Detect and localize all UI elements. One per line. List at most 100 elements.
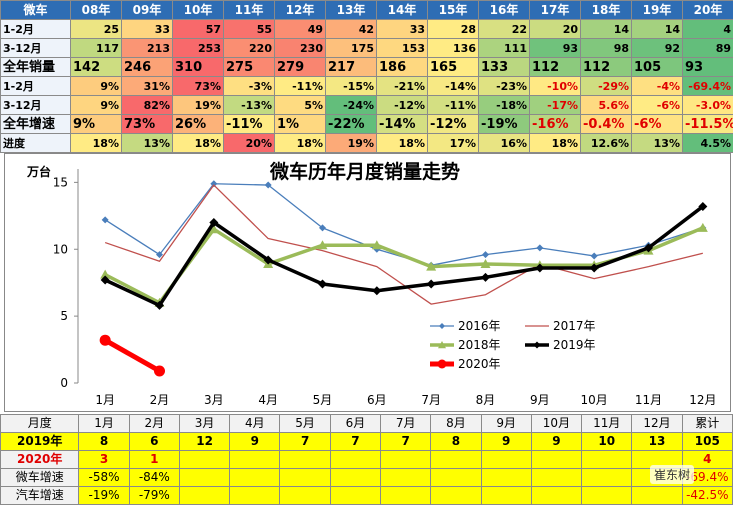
data-cell: 18% bbox=[172, 133, 224, 153]
data-cell: -22% bbox=[325, 114, 377, 134]
data-cell: 253 bbox=[172, 38, 224, 58]
point bbox=[209, 218, 219, 227]
data-cell: 82% bbox=[121, 95, 173, 115]
data-cell: 93 bbox=[682, 57, 733, 77]
data-cell bbox=[581, 468, 633, 487]
data-cell: 186 bbox=[376, 57, 428, 77]
header-cell: 9月 bbox=[480, 414, 532, 433]
x-tick-label: 12月 bbox=[689, 393, 716, 407]
data-cell: -29% bbox=[580, 76, 632, 96]
data-cell: -12% bbox=[376, 95, 428, 115]
data-cell: 6 bbox=[128, 432, 180, 451]
data-cell: 14 bbox=[631, 19, 683, 39]
data-cell: 31% bbox=[121, 76, 173, 96]
data-cell bbox=[178, 468, 231, 487]
data-cell: 310 bbox=[172, 57, 224, 77]
data-cell bbox=[430, 486, 482, 505]
point bbox=[264, 181, 272, 189]
header-cell: 13年 bbox=[325, 0, 377, 20]
data-cell bbox=[530, 450, 583, 469]
data-cell bbox=[581, 450, 633, 469]
point bbox=[319, 224, 326, 232]
data-cell: 4 bbox=[681, 450, 733, 469]
data-cell: 279 bbox=[274, 57, 326, 77]
data-cell: 93 bbox=[529, 38, 581, 58]
data-cell: 18% bbox=[529, 133, 581, 153]
point bbox=[698, 201, 708, 211]
data-cell: -6% bbox=[631, 114, 683, 134]
data-cell: 18% bbox=[274, 133, 326, 153]
point bbox=[438, 341, 446, 349]
data-cell: 9% bbox=[70, 76, 122, 96]
table-row: 全年销量 142 246 310 275 279 217 186 165 133 112 112 105… bbox=[0, 57, 733, 77]
header-cell: 8月 bbox=[430, 414, 482, 433]
row-label: 全年销量 bbox=[0, 57, 71, 77]
series-line bbox=[104, 205, 704, 308]
table-row: 2019年 8 6 12 9 7 7 7 8 9 9 10 13 105 bbox=[0, 432, 733, 451]
table-row: 3-12月 117 213 253 220 230 175 153 136 111 93 98 92 89 bbox=[0, 38, 733, 58]
point bbox=[154, 365, 165, 377]
data-cell bbox=[229, 468, 281, 487]
data-cell: 4.5% bbox=[682, 133, 733, 153]
point bbox=[697, 222, 708, 232]
data-cell: -19% bbox=[78, 486, 130, 505]
series-line bbox=[103, 338, 161, 374]
x-tick-label: 1月 bbox=[95, 393, 115, 407]
row-label: 2019年 bbox=[0, 432, 80, 451]
row-label: 3-12月 bbox=[0, 95, 71, 115]
data-cell: 105 bbox=[631, 57, 683, 77]
data-cell: 17% bbox=[427, 133, 479, 153]
header-cell: 11月 bbox=[581, 414, 633, 433]
data-cell: -15% bbox=[325, 76, 377, 96]
legend-label: 2017年 bbox=[553, 319, 596, 333]
header-cell: 20年 bbox=[682, 0, 733, 20]
data-cell: 142 bbox=[70, 57, 122, 77]
header-cell: 18年 bbox=[580, 0, 632, 20]
y-tick-label: 0 bbox=[60, 376, 68, 390]
point bbox=[101, 216, 109, 224]
point bbox=[156, 251, 163, 259]
point bbox=[482, 251, 489, 259]
data-cell: 1 bbox=[128, 450, 180, 469]
point bbox=[589, 263, 599, 273]
header-cell: 3月 bbox=[178, 414, 231, 433]
data-cell: 89 bbox=[682, 38, 733, 58]
data-cell: 153 bbox=[376, 38, 428, 58]
data-cell: -17% bbox=[529, 95, 581, 115]
data-cell: 246 bbox=[121, 57, 173, 77]
header-cell: 15年 bbox=[427, 0, 479, 20]
x-tick-label: 6月 bbox=[367, 393, 387, 407]
data-cell: 213 bbox=[121, 38, 173, 58]
y-axis-label: 万台 bbox=[26, 164, 51, 179]
y-tick-label: 5 bbox=[60, 309, 68, 323]
header-cell: 10年 bbox=[172, 0, 224, 20]
data-cell: -11% bbox=[223, 114, 275, 134]
legend-label: 2020年 bbox=[458, 357, 501, 371]
data-cell bbox=[279, 468, 331, 487]
data-cell: -13% bbox=[223, 95, 275, 115]
table-row: 汽车增速 -19% -79% -42.5% bbox=[0, 486, 733, 505]
header-cell: 19年 bbox=[631, 0, 683, 20]
row-label: 3-12月 bbox=[0, 38, 71, 58]
data-cell: 25 bbox=[70, 19, 122, 39]
point bbox=[426, 279, 436, 289]
data-cell: 20 bbox=[529, 19, 581, 39]
data-cell: -23% bbox=[478, 76, 530, 96]
row-label: 微车增速 bbox=[0, 468, 80, 487]
x-tick-label: 8月 bbox=[476, 393, 496, 407]
data-cell bbox=[279, 486, 331, 505]
data-cell: 73% bbox=[172, 76, 224, 96]
header-cell: 1月 bbox=[78, 414, 130, 433]
data-cell bbox=[329, 486, 382, 505]
data-cell: -69.4% bbox=[681, 468, 733, 487]
data-cell bbox=[380, 450, 432, 469]
data-cell: 9% bbox=[70, 95, 122, 115]
data-cell bbox=[279, 450, 331, 469]
data-cell: 13% bbox=[121, 133, 173, 153]
data-cell: 275 bbox=[223, 57, 275, 77]
data-cell: -14% bbox=[427, 76, 479, 96]
y-tick-label: 10 bbox=[53, 242, 68, 256]
header-cell: 09年 bbox=[121, 0, 173, 20]
data-cell: -84% bbox=[128, 468, 180, 487]
